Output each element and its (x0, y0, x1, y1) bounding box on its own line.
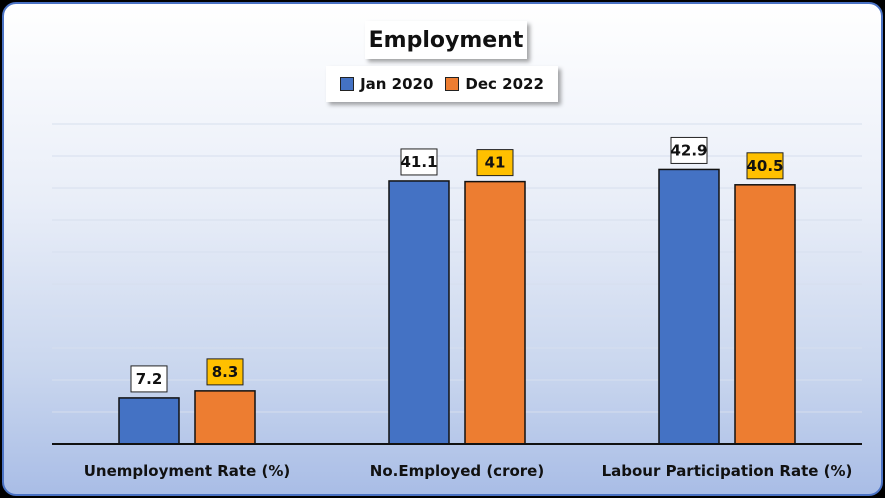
legend-label-dec-2022: Dec 2022 (465, 75, 544, 93)
legend-item-dec-2022: Dec 2022 (445, 75, 544, 93)
category-label: No.Employed (crore) (370, 462, 544, 480)
data-label-box (476, 149, 514, 177)
data-label: 42.9 (670, 141, 707, 159)
legend-swatch-jan-2020 (340, 77, 355, 91)
chart-plot: 7.2 8.3 Unemployment Rate (%) 41.1 41 No.Empl… (52, 123, 862, 480)
data-label: 41 (485, 154, 506, 172)
bar-jan-2020 (388, 180, 450, 445)
data-label-box (206, 358, 244, 386)
data-label-box (400, 148, 438, 176)
legend: Jan 2020 Dec 2022 (326, 66, 558, 102)
category-label: Labour Participation Rate (%) (602, 462, 853, 480)
bar-jan-2020 (118, 397, 180, 445)
data-label: 40.5 (746, 157, 783, 175)
data-label: 7.2 (136, 370, 163, 388)
chart-title: Employment (365, 21, 527, 59)
data-label: 8.3 (212, 363, 239, 381)
legend-label-jan-2020: Jan 2020 (360, 75, 434, 93)
bar-dec-2022 (464, 180, 526, 445)
bar-jan-2020 (658, 168, 720, 445)
data-label-box (130, 365, 168, 393)
legend-swatch-dec-2022 (445, 77, 460, 91)
data-label-box (670, 136, 708, 164)
bar-dec-2022 (194, 390, 256, 445)
data-label: 41.1 (400, 153, 437, 171)
legend-item-jan-2020: Jan 2020 (340, 75, 433, 93)
category-label: Unemployment Rate (%) (84, 462, 290, 480)
data-label-box (746, 152, 784, 180)
bar-dec-2022 (734, 184, 796, 445)
